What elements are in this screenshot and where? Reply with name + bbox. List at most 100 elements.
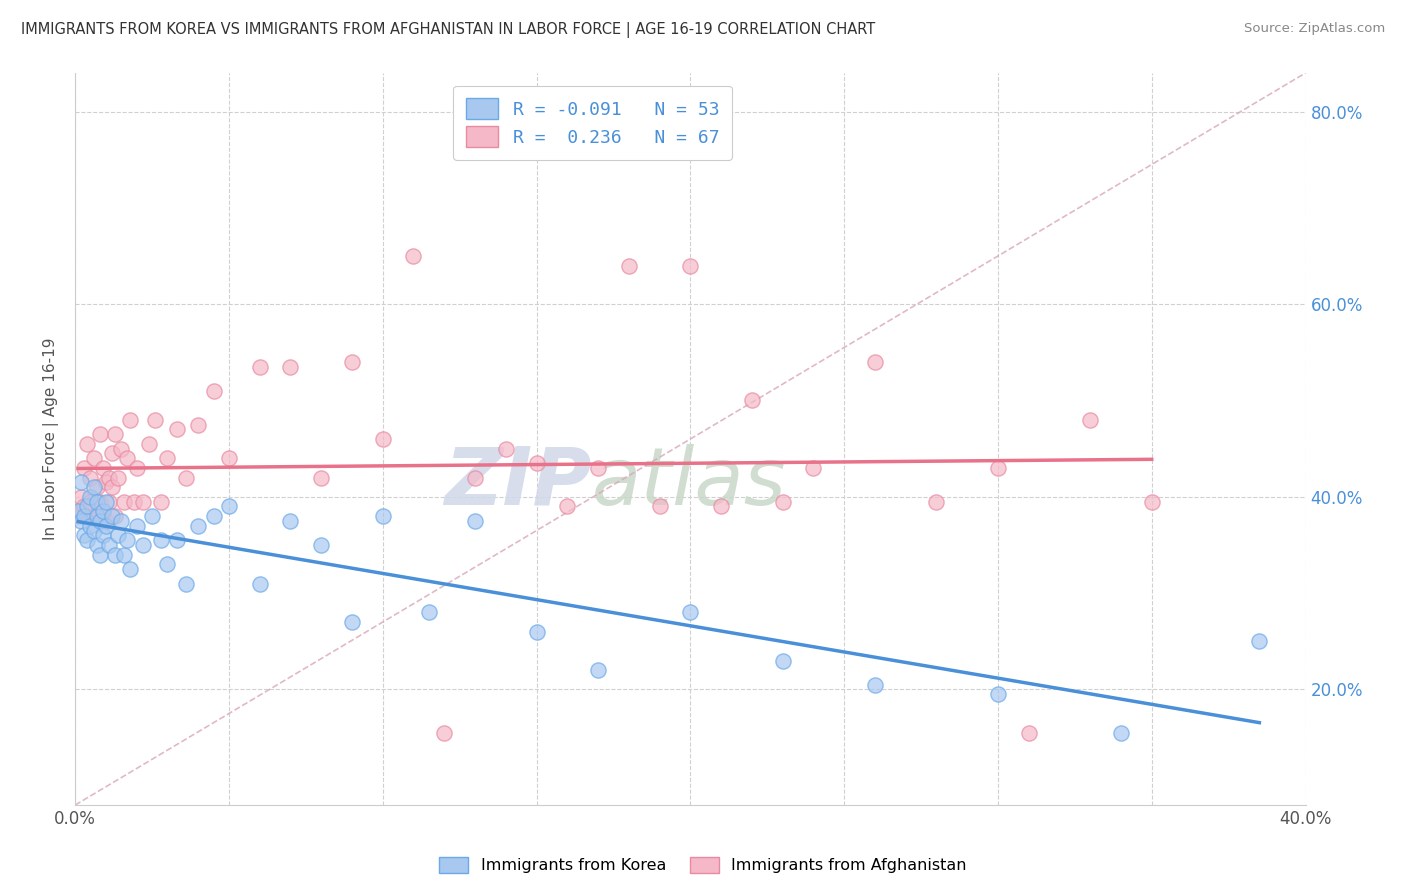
Point xyxy=(340,355,363,369)
Point xyxy=(464,514,486,528)
Y-axis label: In Labor Force | Age 16-19: In Labor Force | Age 16-19 xyxy=(44,338,59,541)
Point xyxy=(1078,413,1101,427)
Point xyxy=(166,533,188,548)
Point xyxy=(679,606,702,620)
Text: atlas: atlas xyxy=(592,444,786,522)
Point xyxy=(309,470,332,484)
Point xyxy=(107,470,129,484)
Point xyxy=(86,509,108,524)
Point xyxy=(863,355,886,369)
Point xyxy=(648,500,671,514)
Point xyxy=(125,518,148,533)
Point xyxy=(86,509,108,524)
Point xyxy=(104,548,127,562)
Point xyxy=(1140,494,1163,508)
Legend: R = -0.091   N = 53, R =  0.236   N = 67: R = -0.091 N = 53, R = 0.236 N = 67 xyxy=(453,86,733,160)
Point xyxy=(112,494,135,508)
Point xyxy=(91,461,114,475)
Point xyxy=(94,494,117,508)
Point xyxy=(110,514,132,528)
Point xyxy=(340,615,363,629)
Point xyxy=(138,437,160,451)
Point xyxy=(280,514,302,528)
Point xyxy=(97,538,120,552)
Point xyxy=(97,470,120,484)
Point xyxy=(117,451,139,466)
Point xyxy=(202,384,225,398)
Point xyxy=(97,494,120,508)
Point xyxy=(495,442,517,456)
Point xyxy=(710,500,733,514)
Point xyxy=(150,494,173,508)
Point xyxy=(86,494,108,508)
Point xyxy=(1109,726,1132,740)
Point xyxy=(741,393,763,408)
Point xyxy=(73,461,96,475)
Point xyxy=(83,451,105,466)
Point xyxy=(86,480,108,494)
Point xyxy=(418,606,440,620)
Point xyxy=(86,538,108,552)
Point xyxy=(125,461,148,475)
Point xyxy=(249,359,271,374)
Point xyxy=(863,678,886,692)
Point xyxy=(94,518,117,533)
Point xyxy=(150,533,173,548)
Point xyxy=(120,562,142,576)
Point xyxy=(79,518,101,533)
Point xyxy=(76,500,98,514)
Point xyxy=(202,509,225,524)
Point xyxy=(83,480,105,494)
Point xyxy=(772,654,794,668)
Point xyxy=(586,461,609,475)
Point xyxy=(987,687,1010,701)
Point xyxy=(280,359,302,374)
Point xyxy=(120,413,142,427)
Point xyxy=(117,533,139,548)
Point xyxy=(73,500,96,514)
Point xyxy=(101,446,124,460)
Point xyxy=(526,624,548,639)
Point xyxy=(89,427,111,442)
Point xyxy=(73,509,96,524)
Point xyxy=(218,451,240,466)
Point xyxy=(70,490,93,504)
Point xyxy=(617,259,640,273)
Point xyxy=(70,504,93,518)
Text: Source: ZipAtlas.com: Source: ZipAtlas.com xyxy=(1244,22,1385,36)
Point xyxy=(94,514,117,528)
Point xyxy=(91,504,114,518)
Point xyxy=(76,533,98,548)
Point xyxy=(89,548,111,562)
Point xyxy=(174,576,197,591)
Point xyxy=(1018,726,1040,740)
Point xyxy=(83,509,105,524)
Point xyxy=(101,509,124,524)
Point xyxy=(143,413,166,427)
Point xyxy=(122,494,145,508)
Point xyxy=(166,422,188,436)
Point xyxy=(218,500,240,514)
Point xyxy=(67,504,90,518)
Point xyxy=(89,494,111,508)
Text: ZIP: ZIP xyxy=(444,444,592,522)
Point xyxy=(174,470,197,484)
Point xyxy=(79,470,101,484)
Point xyxy=(371,509,394,524)
Point xyxy=(187,518,209,533)
Point xyxy=(464,470,486,484)
Point xyxy=(104,427,127,442)
Point xyxy=(555,500,578,514)
Text: IMMIGRANTS FROM KOREA VS IMMIGRANTS FROM AFGHANISTAN IN LABOR FORCE | AGE 16-19 : IMMIGRANTS FROM KOREA VS IMMIGRANTS FROM… xyxy=(21,22,876,38)
Point xyxy=(89,514,111,528)
Point xyxy=(801,461,824,475)
Point xyxy=(76,437,98,451)
Point xyxy=(94,475,117,490)
Point xyxy=(91,504,114,518)
Point xyxy=(101,480,124,494)
Point xyxy=(91,528,114,542)
Point xyxy=(73,528,96,542)
Point xyxy=(76,509,98,524)
Point xyxy=(526,456,548,470)
Point xyxy=(402,249,425,263)
